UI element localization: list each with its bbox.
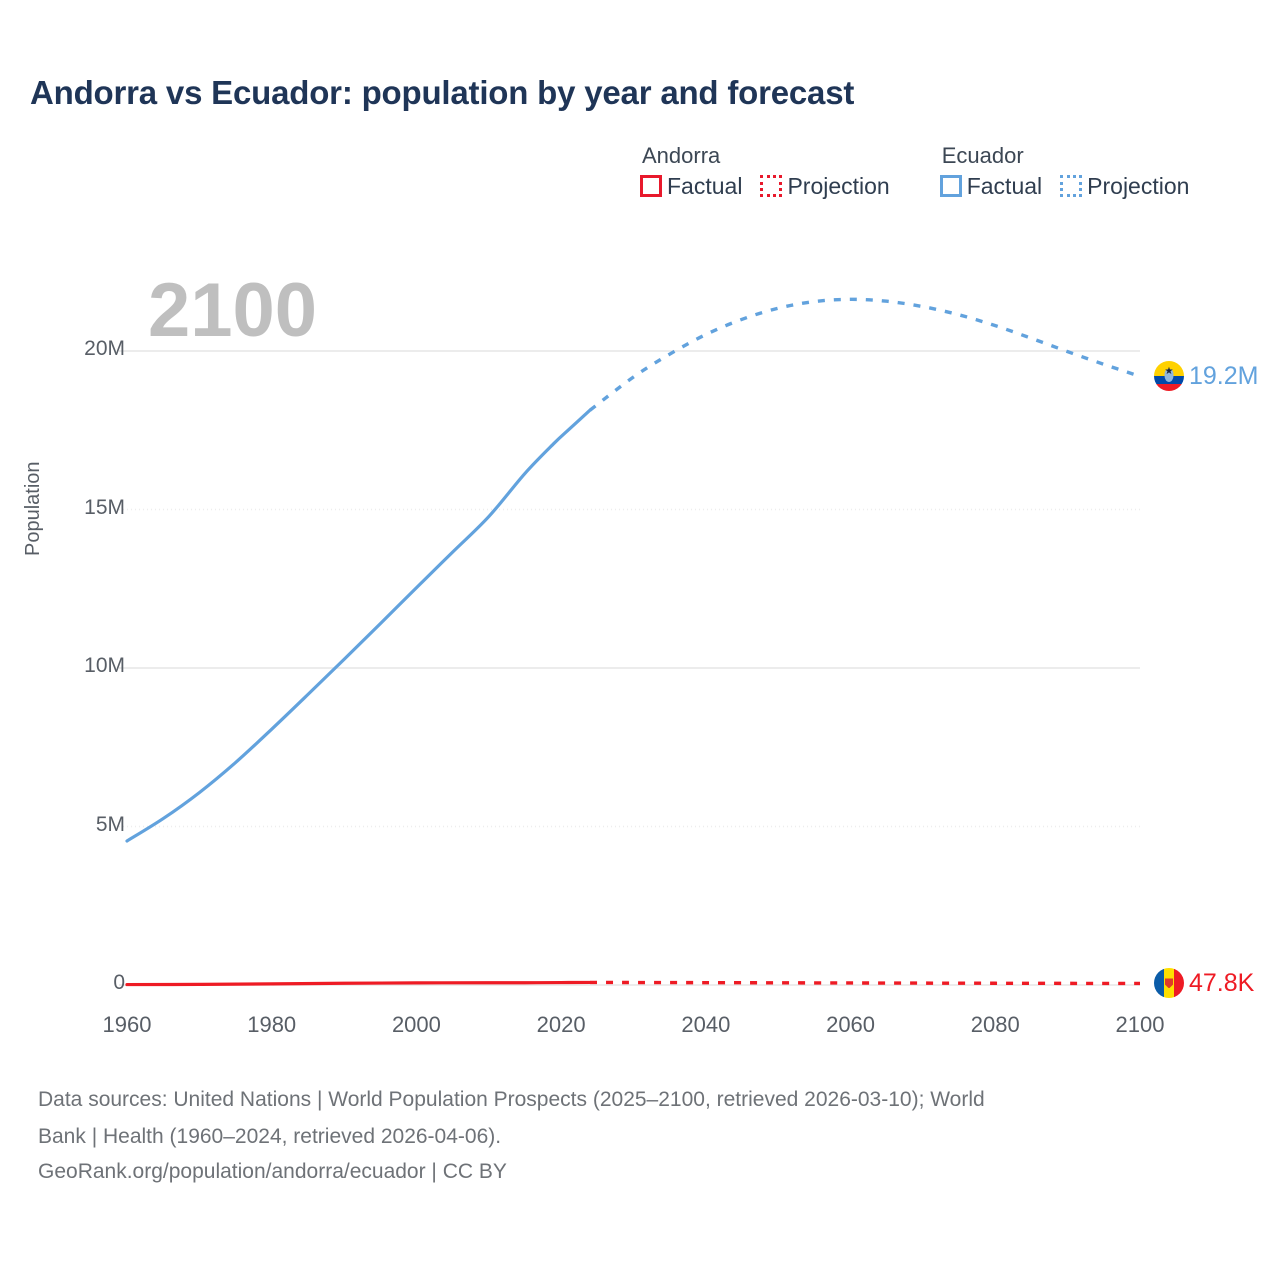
endpoint-value-ecuador: 19.2M xyxy=(1189,361,1259,390)
endpoint-value-andorra: 47.8K xyxy=(1189,968,1255,997)
legend-swatch-dotted-icon xyxy=(1060,175,1083,197)
endpoint-marker-andorra[interactable]: 47.8K xyxy=(1154,968,1255,999)
series-line-ecuador-factual xyxy=(125,408,592,843)
x-tick-label: 2060 xyxy=(826,1012,876,1037)
x-tick-label: 1980 xyxy=(247,1012,297,1037)
footer-sources: Data sources: United Nations | World Pop… xyxy=(38,1082,1238,1189)
ecuador-flag-icon: ★ xyxy=(1154,361,1184,392)
footer-line-1: Data sources: United Nations | World Pop… xyxy=(38,1088,985,1111)
legend-label-ecuador-projection: Projection xyxy=(1087,173,1190,199)
x-tick-label: 2020 xyxy=(536,1012,586,1037)
footer-line-2: Bank | Health (1960–2024, retrieved 2026… xyxy=(38,1125,502,1148)
series-line-andorra-projection xyxy=(590,980,1141,986)
x-tick-label: 2100 xyxy=(1115,1012,1165,1037)
x-tick-label: 2080 xyxy=(970,1012,1020,1037)
footer-line-3[interactable]: GeoRank.org/population/andorra/ecuador |… xyxy=(38,1160,507,1183)
legend-label-andorra-projection: Projection xyxy=(787,173,890,199)
page-title: Andorra vs Ecuador: population by year a… xyxy=(30,74,855,111)
y-tick-label: 0 xyxy=(113,971,125,994)
endpoint-marker-ecuador[interactable]: ★ 19.2M xyxy=(1154,361,1259,392)
legend-swatch-solid-icon xyxy=(640,175,662,197)
legend-group-title-ecuador: Ecuador xyxy=(941,143,1024,168)
series-line-andorra-factual xyxy=(125,980,592,987)
legend-label-ecuador-factual: Factual xyxy=(966,173,1043,199)
legend-swatch-solid-icon xyxy=(939,175,962,197)
y-axis-title: Population xyxy=(22,461,44,556)
legend-item-andorra-projection[interactable]: Projection xyxy=(760,173,890,199)
y-tick-label: 15M xyxy=(84,495,125,519)
series-line-ecuador-projection xyxy=(589,297,1141,412)
legend-group-andorra: Andorra Factual Projection xyxy=(640,142,890,199)
x-tick-label: 2040 xyxy=(681,1012,731,1037)
legend-item-andorra-factual[interactable]: Factual xyxy=(640,173,742,199)
legend-group-title-andorra: Andorra xyxy=(642,143,721,168)
legend-item-ecuador-projection[interactable]: Projection xyxy=(1060,173,1189,199)
y-tick-label: 10M xyxy=(84,654,125,677)
legend-item-ecuador-factual[interactable]: Factual xyxy=(939,173,1043,199)
chart-legend: Andorra Factual Projection Ecuador Factu… xyxy=(640,142,1189,199)
year-watermark: 2100 xyxy=(148,268,318,353)
legend-swatch-dotted-icon xyxy=(760,175,783,197)
x-tick-label: 2000 xyxy=(391,1012,441,1037)
legend-label-andorra-factual: Factual xyxy=(667,173,743,199)
legend-group-ecuador: Ecuador Factual Projection xyxy=(939,142,1189,199)
andorra-flag-icon xyxy=(1154,968,1184,999)
legend-items-andorra: Factual Projection xyxy=(640,173,890,199)
legend-items-ecuador: Factual Projection xyxy=(939,173,1189,199)
x-tick-label: 1960 xyxy=(102,1012,152,1037)
y-tick-label: 5M xyxy=(95,812,125,836)
y-tick-label: 20M xyxy=(84,337,125,360)
